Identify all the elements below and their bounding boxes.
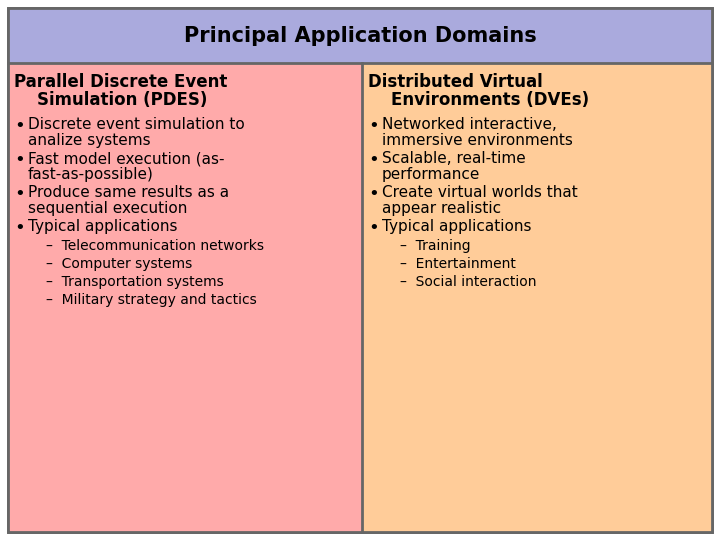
Text: Simulation (PDES): Simulation (PDES): [14, 91, 207, 109]
Text: Environments (DVEs): Environments (DVEs): [368, 91, 589, 109]
Text: •: •: [14, 117, 24, 135]
Text: –  Entertainment: – Entertainment: [400, 257, 516, 271]
Text: Typical applications: Typical applications: [28, 219, 178, 234]
Text: •: •: [368, 117, 379, 135]
Text: Principal Application Domains: Principal Application Domains: [184, 25, 536, 45]
Text: analize systems: analize systems: [28, 133, 150, 148]
Text: •: •: [368, 185, 379, 203]
Text: •: •: [368, 219, 379, 237]
Text: Scalable, real-time: Scalable, real-time: [382, 151, 526, 166]
Text: sequential execution: sequential execution: [28, 201, 187, 216]
Text: Produce same results as a: Produce same results as a: [28, 185, 229, 200]
Text: –  Training: – Training: [400, 239, 471, 253]
Text: immersive environments: immersive environments: [382, 133, 573, 148]
Text: –  Military strategy and tactics: – Military strategy and tactics: [46, 293, 257, 307]
Text: Parallel Discrete Event: Parallel Discrete Event: [14, 73, 228, 91]
Text: –  Computer systems: – Computer systems: [46, 257, 192, 271]
Text: Discrete event simulation to: Discrete event simulation to: [28, 117, 245, 132]
Bar: [362, 63, 712, 532]
Text: –  Transportation systems: – Transportation systems: [46, 275, 224, 289]
Text: fast-as-possible): fast-as-possible): [28, 167, 154, 182]
Text: appear realistic: appear realistic: [382, 201, 501, 216]
Bar: [8, 8, 712, 63]
Text: Fast model execution (as-: Fast model execution (as-: [28, 151, 225, 166]
Text: •: •: [14, 219, 24, 237]
Text: Create virtual worlds that: Create virtual worlds that: [382, 185, 577, 200]
Text: •: •: [14, 151, 24, 169]
Text: –  Telecommunication networks: – Telecommunication networks: [46, 239, 264, 253]
Text: •: •: [368, 151, 379, 169]
Text: Networked interactive,: Networked interactive,: [382, 117, 557, 132]
Text: –  Social interaction: – Social interaction: [400, 275, 536, 289]
Text: •: •: [14, 185, 24, 203]
Bar: [8, 63, 362, 532]
Text: Typical applications: Typical applications: [382, 219, 531, 234]
Text: Distributed Virtual: Distributed Virtual: [368, 73, 543, 91]
Text: performance: performance: [382, 167, 480, 182]
